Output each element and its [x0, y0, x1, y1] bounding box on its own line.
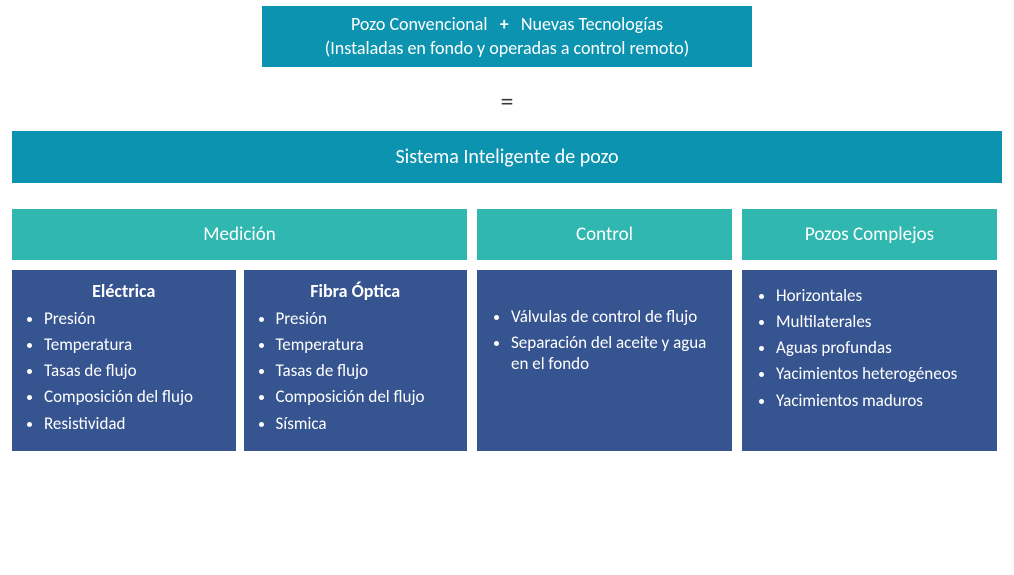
col-head-medicion: Medición — [12, 209, 467, 260]
list-item: Aguas profundas — [776, 337, 983, 358]
list-item: Yacimientos heterogéneos — [776, 363, 983, 384]
control-body: Válvulas de control de flujo Separación … — [477, 270, 732, 451]
sub-fibra: Fibra Óptica Presión Temperatura Tasas d… — [244, 270, 468, 451]
list-item: Multilaterales — [776, 311, 983, 332]
top-line1: Pozo Convencional + Nuevas Tecnologías — [284, 12, 730, 36]
columns-row: Medición Eléctrica Presión Temperatura T… — [8, 209, 1006, 451]
list-item: Tasas de flujo — [44, 360, 224, 381]
top-line1-left: Pozo Convencional — [351, 13, 488, 35]
list-item: Presión — [276, 308, 456, 329]
control-list: Válvulas de control de flujo Separación … — [491, 306, 718, 375]
pozos-body: Horizontales Multilaterales Aguas profun… — [742, 270, 997, 451]
col-head-pozos: Pozos Complejos — [742, 209, 997, 260]
list-item: Resistividad — [44, 413, 224, 434]
list-item: Tasas de flujo — [276, 360, 456, 381]
list-item: Yacimientos maduros — [776, 390, 983, 411]
list-item: Válvulas de control de flujo — [511, 306, 718, 327]
plus-icon: + — [500, 13, 509, 35]
top-line2: (Instaladas en fondo y operadas a contro… — [284, 36, 730, 60]
list-item: Temperatura — [44, 334, 224, 355]
top-line1-right: Nuevas Tecnologías — [521, 13, 663, 35]
list-item: Separación del aceite y agua en el fondo — [511, 332, 718, 375]
col-control: Control Válvulas de control de flujo Sep… — [477, 209, 732, 451]
list-item: Temperatura — [276, 334, 456, 355]
list-item: Composición del flujo — [276, 386, 456, 407]
medicion-subcols: Eléctrica Presión Temperatura Tasas de f… — [12, 270, 467, 451]
electrica-list: Presión Temperatura Tasas de flujo Compo… — [24, 308, 224, 434]
equals-sign: = — [8, 85, 1006, 117]
list-item: Sísmica — [276, 413, 456, 434]
col-head-control: Control — [477, 209, 732, 260]
sub-fibra-title: Fibra Óptica — [256, 280, 456, 302]
sub-electrica: Eléctrica Presión Temperatura Tasas de f… — [12, 270, 236, 451]
list-item: Presión — [44, 308, 224, 329]
col-pozos: Pozos Complejos Horizontales Multilatera… — [742, 209, 997, 451]
sub-electrica-title: Eléctrica — [24, 280, 224, 302]
system-bar: Sistema Inteligente de pozo — [12, 131, 1002, 183]
fibra-list: Presión Temperatura Tasas de flujo Compo… — [256, 308, 456, 434]
col-medicion: Medición Eléctrica Presión Temperatura T… — [12, 209, 467, 451]
list-item: Composición del flujo — [44, 386, 224, 407]
pozos-list: Horizontales Multilaterales Aguas profun… — [756, 285, 983, 411]
list-item: Horizontales — [776, 285, 983, 306]
top-formula-box: Pozo Convencional + Nuevas Tecnologías (… — [262, 6, 752, 67]
